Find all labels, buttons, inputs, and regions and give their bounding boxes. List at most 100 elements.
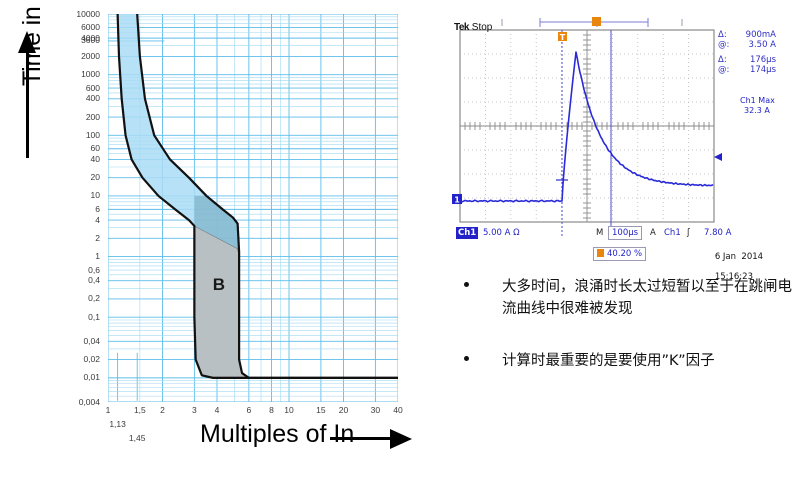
readout-label: Δ: [718, 55, 727, 65]
readout-value: 3.50 A [748, 40, 776, 50]
svg-text:1: 1 [454, 196, 460, 205]
scope-datetime: 6 Jan 2014 15:16:23 [704, 242, 763, 292]
measurement-label: Ch1 Max [740, 96, 775, 105]
bullet-text: 大多时间，浪涌时长太过短暂以至于在跳闸电流曲线中很难被发现 [502, 279, 792, 317]
ch1-ground-marker: 1 [452, 194, 462, 205]
timebase-label: M [596, 228, 604, 238]
x-tick-label: 20 [338, 405, 349, 415]
list-item: 计算时最重要的是要使用”K”因子 [464, 350, 794, 372]
channel-badge[interactable]: Ch1 [456, 227, 479, 239]
x-tick-label: 4 [214, 405, 220, 415]
trigger-t-marker: T [558, 32, 567, 42]
y-axis-title: Time in seconds [18, 0, 52, 86]
readout-label: @: [718, 65, 730, 75]
channel-scale[interactable]: 5.00 A Ω [483, 228, 520, 238]
scope-graticule-and-waveform: T 1 [452, 8, 800, 260]
record-tick-marks [501, 19, 683, 26]
bullet-text: 计算时最重要的是要使用”K”因子 [502, 353, 715, 369]
x-tick-label: 2 [160, 405, 165, 415]
y-axis-tick-labels: 10000 6000 4000 3600 2000 1000 600 400 200 100 60 4… [58, 9, 104, 405]
scope-status-label: Tek Stop [454, 22, 492, 33]
y-tick-label: 0,6 [88, 264, 100, 275]
y-tick-label: 4 [95, 214, 100, 225]
y-tick-label: 600 [85, 82, 100, 93]
trigger-slope-icon: ʃ [687, 228, 690, 238]
graticule-center-hashes [583, 34, 591, 219]
svg-text:T: T [560, 33, 566, 42]
readout-value: 174µs [749, 65, 776, 75]
x-tick-label: 3 [191, 405, 197, 415]
y-tick-label: 1000 [81, 69, 100, 80]
x-tick-label: 40 [393, 405, 403, 415]
y-tick-label: 0,02 [83, 354, 100, 365]
thermal-band-region [117, 14, 398, 378]
list-item: 大多时间，浪涌时长太过短暂以至于在跳闸电流曲线中很难被发现 [464, 276, 794, 320]
zone-label-b: B [213, 275, 225, 294]
trigger-source[interactable]: Ch1 [664, 228, 681, 238]
y-axis-arrow-icon [18, 31, 36, 158]
y-tick-label: 0,1 [88, 311, 100, 322]
x-tick-label: 6 [246, 405, 252, 415]
tripping-curve-chart: Time in seconds 100006000400036002000100… [18, 0, 412, 450]
x-axis-arrow-icon [330, 428, 412, 449]
y-tick-label: 4000 [81, 32, 100, 43]
readout-at-time: @: 174µs [718, 65, 776, 75]
x-tick-label: 30 [370, 405, 381, 415]
y-tick-label: 0,01 [83, 372, 100, 383]
y-tick-label: 3600 [81, 35, 100, 46]
trigger-source-label: A [650, 228, 656, 238]
y-tick-label: 0,2 [88, 293, 100, 304]
y-tick-label: 6000 [81, 21, 100, 32]
scope-time: 15:16:23 [714, 272, 753, 282]
readout-value: 176µs [749, 55, 776, 65]
readout-label: @: [718, 40, 730, 50]
x-axis-tick-labels: 1 1,13 1,45 1,5 2 3 4 6 8 10 15 20 30 40 [106, 404, 408, 450]
x-tick-label: 1,5 [133, 405, 146, 415]
y-tick-label: 400 [85, 93, 100, 104]
measurement-value: 32.3 A [744, 106, 770, 115]
curve-upper-boundary [136, 14, 398, 379]
y-tick-label: 0,04 [83, 335, 100, 346]
bullet-dot-icon [464, 282, 469, 287]
readout-label: Δ: [718, 30, 727, 40]
trigger-position-marker [592, 17, 601, 26]
y-tick-label: 2 [95, 232, 100, 243]
scope-date: 6 Jan 2014 [714, 252, 764, 262]
readout-delta-amps: Δ: 900mA [718, 30, 776, 40]
ch1-waveform [461, 51, 714, 203]
readout-at-amps: @: 3.50 A [718, 40, 776, 50]
y-tick-label: 40 [90, 153, 100, 164]
y-tick-label: 20 [90, 172, 100, 183]
plot-svg: B [108, 14, 398, 402]
y-tick-label: 100 [85, 129, 100, 140]
plot-area: B [108, 14, 398, 402]
scope-status-bar: Ch1 5.00 A Ω M 100µs A Ch1 ʃ 7.80 A [456, 226, 796, 240]
bullet-dot-icon [464, 356, 469, 361]
y-tick-label: 0,004 [78, 396, 100, 407]
y-tick-label: 2000 [81, 50, 100, 61]
x-tick-label: 10 [284, 405, 294, 415]
scope-brand: Tek [454, 22, 470, 33]
x-tick-label: 8 [269, 405, 274, 415]
x-axis-title: Multiples of In [200, 420, 355, 448]
trigger-percent-value: 40.20 % [607, 249, 643, 259]
x-tick-label: 15 [316, 405, 326, 415]
trigger-level-arrow [714, 153, 722, 161]
readout-delta-time: Δ: 176µs [718, 55, 776, 65]
y-tick-label: 10000 [76, 8, 100, 19]
oscilloscope-screenshot: Tek Stop [452, 8, 800, 282]
scope-run-state: Stop [471, 22, 493, 33]
curve-lower-boundary [116, 14, 398, 379]
trigger-level[interactable]: 7.80 A [704, 228, 732, 238]
trigger-square-icon [597, 249, 604, 257]
x-tick-label: 1,13 [109, 419, 126, 429]
timebase-value[interactable]: 100µs [608, 226, 643, 240]
bullet-list: 大多时间，浪涌时长太过短暂以至于在跳闸电流曲线中很难被发现 计算时最重要的是要使… [464, 276, 794, 402]
x-tick-label: 1 [105, 405, 111, 415]
trigger-position-percent[interactable]: 40.20 % [593, 247, 647, 261]
y-tick-label: 0,4 [88, 275, 100, 286]
y-tick-label: 200 [85, 111, 100, 122]
graticule-center-axes [460, 30, 714, 222]
y-tick-label: 60 [90, 143, 100, 154]
band-overlap-region [194, 195, 240, 252]
